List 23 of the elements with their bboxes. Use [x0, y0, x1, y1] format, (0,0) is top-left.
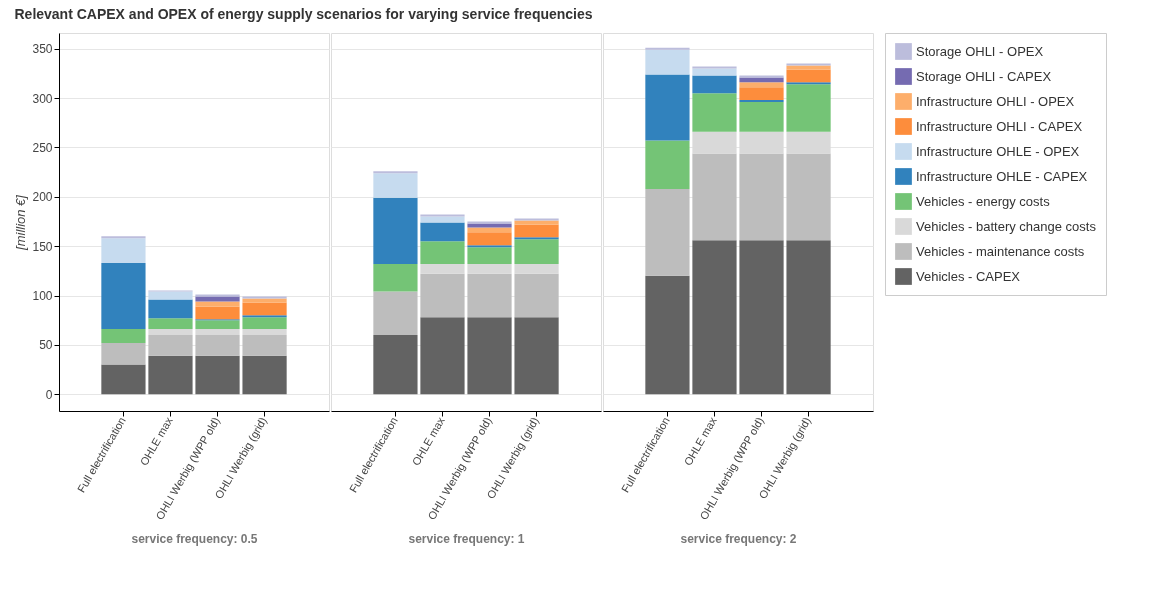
legend-label: Vehicles - energy costs	[916, 193, 1051, 209]
y-tick-label: 350	[32, 42, 53, 57]
legend-label: Vehicles - battery change costs	[916, 218, 1097, 234]
y-tick-label: 250	[32, 140, 53, 155]
legend-label: Vehicles - maintenance costs	[916, 243, 1085, 259]
y-tick-label: 300	[32, 91, 53, 106]
y-tick-label: 100	[32, 289, 53, 304]
legend-label: Storage OHLI - OPEX	[916, 43, 1044, 59]
legend-label: Vehicles - CAPEX	[916, 268, 1021, 284]
y-axis-title: [million €]	[13, 194, 29, 251]
legend-label: Storage OHLI - CAPEX	[916, 68, 1052, 84]
text: service frequency: 0.5	[131, 531, 258, 546]
legend-label: Infrastructure OHLE - OPEX	[916, 143, 1080, 159]
legend-label: Infrastructure OHLI - CAPEX	[916, 118, 1083, 134]
text: service frequency: 2	[680, 531, 797, 546]
y-tick-label: 0	[45, 387, 53, 402]
y-tick-label: 50	[39, 338, 53, 353]
legend-label: Infrastructure OHLE - CAPEX	[916, 168, 1088, 184]
y-tick-label: 200	[32, 190, 53, 205]
text: service frequency: 1	[408, 531, 525, 546]
chart-title: Relevant CAPEX and OPEX of energy supply scenarios for varying service frequencies	[14, 6, 593, 22]
legend-label: Infrastructure OHLI - OPEX	[916, 93, 1075, 109]
y-tick-label: 150	[32, 239, 53, 254]
